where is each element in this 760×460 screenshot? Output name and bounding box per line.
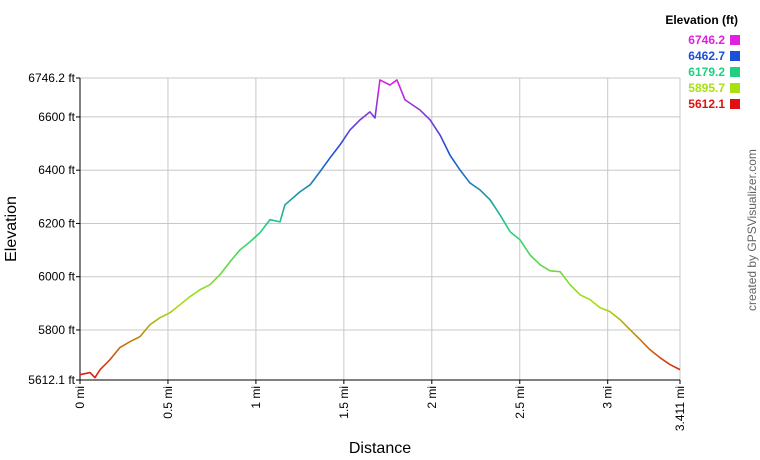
y-tick-label: 6400 ft	[38, 163, 75, 177]
legend-swatch	[730, 83, 740, 93]
legend-title: Elevation (ft)	[665, 13, 738, 27]
legend-label: 6462.7	[688, 49, 725, 63]
y-tick-label: 5612.1 ft	[28, 373, 75, 387]
x-tick-label: 3 mi	[601, 386, 615, 409]
y-tick-label: 5800 ft	[38, 323, 75, 337]
x-tick-label: 3.411 mi	[673, 386, 687, 431]
legend-label: 5895.7	[688, 81, 725, 95]
y-tick-label: 6200 ft	[38, 216, 75, 230]
legend-swatch	[730, 67, 740, 77]
y-tick-label: 6000 ft	[38, 270, 75, 284]
legend-swatch	[730, 99, 740, 109]
elevation-line	[79, 79, 681, 379]
y-tick-label: 6746.2 ft	[28, 71, 75, 85]
x-axis-title: Distance	[349, 440, 411, 457]
legend-swatch	[730, 35, 740, 45]
x-tick-label: 1.5 mi	[337, 386, 351, 419]
x-tick-label: 2.5 mi	[513, 386, 527, 419]
x-tick-label: 2 mi	[425, 386, 439, 409]
y-tick-label: 6600 ft	[38, 110, 75, 124]
legend-label: 6179.2	[688, 65, 725, 79]
x-tick-label: 0.5 mi	[161, 386, 175, 419]
y-axis-title: Elevation	[3, 196, 20, 262]
x-tick-label: 0 mi	[73, 386, 87, 409]
legend-swatch	[730, 51, 740, 61]
legend-label: 5612.1	[688, 97, 725, 111]
legend-label: 6746.2	[688, 33, 725, 47]
credit: created by GPSVisualizer.com	[745, 149, 759, 311]
x-tick-label: 1 mi	[249, 386, 263, 409]
